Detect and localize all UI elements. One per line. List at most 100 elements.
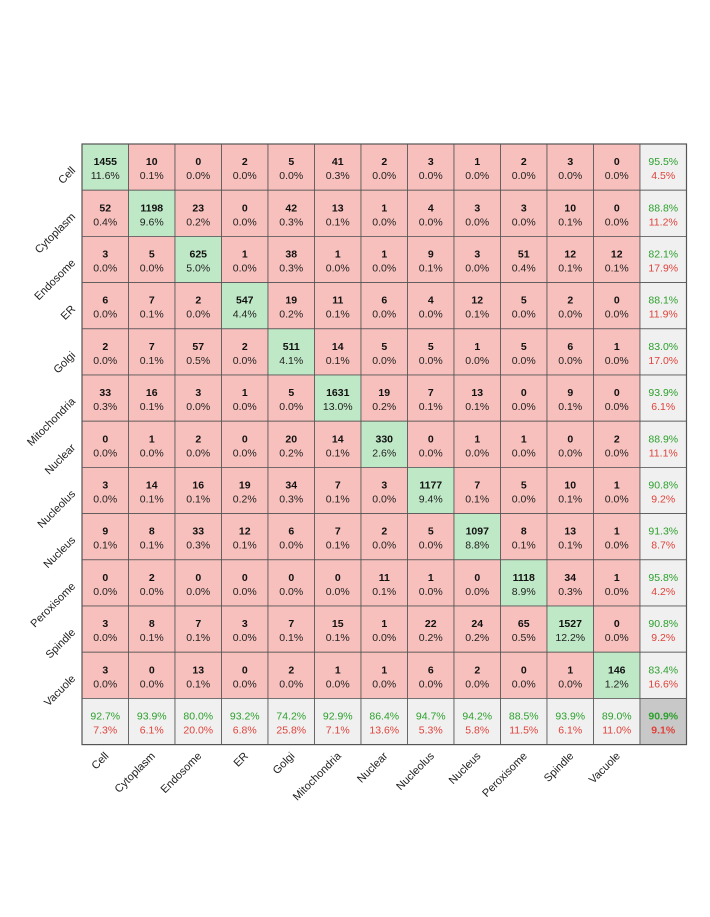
matrix-cell-bg bbox=[128, 559, 176, 607]
matrix-cell-bg bbox=[407, 651, 455, 699]
cell-count: 51 bbox=[518, 249, 530, 261]
col-label: Golgi bbox=[271, 750, 298, 777]
cell-count: 1 bbox=[614, 480, 620, 492]
cell-percent: 0.0% bbox=[279, 586, 303, 598]
cell-percent: 2.6% bbox=[372, 447, 396, 459]
cell-count: 2 bbox=[149, 572, 155, 584]
matrix-cell: 65 0.5% bbox=[500, 605, 548, 653]
cell-count: 625 bbox=[189, 249, 207, 261]
row-summary-bg bbox=[639, 651, 687, 699]
matrix-cell-bg bbox=[221, 282, 269, 330]
row-correct-percent: 83.4% bbox=[648, 664, 678, 676]
cell-percent: 0.0% bbox=[605, 216, 629, 228]
cell-percent: 0.1% bbox=[558, 263, 582, 275]
matrix-cell: 1097 8.8% bbox=[453, 513, 501, 561]
col-correct-percent: 92.7% bbox=[90, 711, 120, 723]
cell-count: 0 bbox=[614, 387, 620, 399]
cell-count: 2 bbox=[567, 295, 573, 307]
cell-percent: 0.3% bbox=[279, 494, 303, 506]
matrix-cell: 8 0.1% bbox=[500, 513, 548, 561]
cell-percent: 0.0% bbox=[558, 170, 582, 182]
matrix-cell: 13 0.1% bbox=[174, 651, 222, 699]
row-label: Golgi bbox=[51, 350, 78, 377]
matrix-cell-bg bbox=[174, 559, 222, 607]
cell-percent: 0.0% bbox=[326, 586, 350, 598]
cell-count: 10 bbox=[564, 202, 576, 214]
cell-percent: 0.0% bbox=[558, 447, 582, 459]
matrix-cell-bg bbox=[128, 235, 176, 283]
matrix-cell-bg bbox=[453, 651, 501, 699]
matrix-cell-bg bbox=[81, 143, 129, 191]
matrix-cell-bg bbox=[267, 559, 315, 607]
cell-percent: 0.0% bbox=[605, 632, 629, 644]
cell-percent: 0.1% bbox=[140, 309, 164, 321]
cell-count: 1631 bbox=[326, 387, 350, 399]
matrix-cell: 5 0.0% bbox=[267, 374, 315, 422]
matrix-cell: 3 0.0% bbox=[221, 605, 269, 653]
matrix-cell-bg bbox=[407, 189, 455, 237]
cell-count: 5 bbox=[428, 526, 434, 538]
matrix-cell-bg bbox=[221, 605, 269, 653]
cell-percent: 0.0% bbox=[605, 540, 629, 552]
matrix-cell-bg bbox=[128, 328, 176, 376]
matrix-cell: 3 0.0% bbox=[81, 235, 129, 283]
cell-count: 7 bbox=[335, 526, 341, 538]
cell-percent: 0.1% bbox=[558, 216, 582, 228]
cell-count: 13 bbox=[332, 202, 344, 214]
matrix-cell-bg bbox=[453, 513, 501, 561]
matrix-cell-bg bbox=[546, 466, 594, 514]
cell-percent: 0.0% bbox=[233, 678, 257, 690]
cell-count: 2 bbox=[102, 341, 108, 353]
col-summary-bg bbox=[407, 698, 455, 746]
cell-count: 3 bbox=[102, 249, 108, 261]
row-summary-cell: 90.8% 9.2% bbox=[639, 605, 687, 653]
matrix-cell-bg bbox=[593, 189, 641, 237]
cell-count: 15 bbox=[332, 618, 344, 630]
matrix-cell: 1 0.0% bbox=[593, 328, 641, 376]
matrix-cell-bg bbox=[500, 189, 548, 237]
matrix-cell: 3 0.0% bbox=[500, 189, 548, 237]
matrix-cell: 0 0.0% bbox=[267, 559, 315, 607]
cell-percent: 0.0% bbox=[186, 586, 210, 598]
matrix-cell-bg bbox=[546, 513, 594, 561]
matrix-cell: 51 0.4% bbox=[500, 235, 548, 283]
row-error-percent: 16.6% bbox=[648, 678, 678, 690]
matrix-cell-bg bbox=[360, 189, 408, 237]
cell-count: 12 bbox=[239, 526, 251, 538]
cell-count: 1 bbox=[428, 572, 434, 584]
cell-percent: 0.0% bbox=[93, 632, 117, 644]
cell-percent: 0.0% bbox=[512, 494, 536, 506]
matrix-cell-bg bbox=[593, 374, 641, 422]
row-summary-cell: 95.5% 4.5% bbox=[639, 143, 687, 191]
cell-count: 1 bbox=[381, 249, 387, 261]
matrix-cell-bg bbox=[267, 420, 315, 468]
matrix-cell-bg bbox=[360, 374, 408, 422]
cell-percent: 0.0% bbox=[233, 216, 257, 228]
cell-percent: 0.0% bbox=[372, 216, 396, 228]
cell-percent: 0.3% bbox=[186, 540, 210, 552]
cell-count: 5 bbox=[381, 341, 387, 353]
matrix-cell-bg bbox=[593, 513, 641, 561]
matrix-cell-bg bbox=[174, 420, 222, 468]
cell-percent: 0.0% bbox=[512, 355, 536, 367]
cell-count: 22 bbox=[425, 618, 437, 630]
cell-count: 9 bbox=[567, 387, 573, 399]
cell-percent: 11.6% bbox=[91, 170, 120, 182]
matrix-cell: 1 0.0% bbox=[593, 513, 641, 561]
matrix-cell: 1 0.0% bbox=[128, 420, 176, 468]
cell-count: 547 bbox=[236, 295, 254, 307]
matrix-cell: 1 0.0% bbox=[360, 235, 408, 283]
matrix-cell: 0 0.0% bbox=[221, 189, 269, 237]
matrix-cell: 34 0.3% bbox=[267, 466, 315, 514]
cell-percent: 0.0% bbox=[558, 355, 582, 367]
cell-percent: 9.4% bbox=[419, 494, 443, 506]
cell-percent: 0.0% bbox=[372, 170, 396, 182]
row-error-percent: 4.2% bbox=[651, 586, 675, 598]
cell-percent: 0.0% bbox=[372, 263, 396, 275]
cell-count: 5 bbox=[521, 341, 527, 353]
matrix-cell-bg bbox=[407, 466, 455, 514]
matrix-cell: 1527 12.2% bbox=[546, 605, 594, 653]
matrix-cell: 2 0.0% bbox=[221, 143, 269, 191]
cell-percent: 0.0% bbox=[233, 586, 257, 598]
col-summary-bg bbox=[593, 698, 641, 746]
